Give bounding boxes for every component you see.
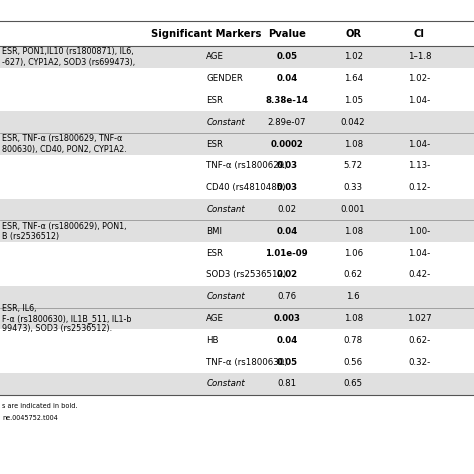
Text: 5.72: 5.72: [344, 162, 363, 170]
Text: 1.04-: 1.04-: [409, 249, 430, 257]
Text: 0.78: 0.78: [344, 336, 363, 345]
Text: ESR, IL6,
F-α (rs1800630), IL1B_511, IL1-b
99473), SOD3 (rs2536512).: ESR, IL6, F-α (rs1800630), IL1B_511, IL1…: [2, 304, 132, 333]
Text: Significant Markers: Significant Markers: [151, 28, 261, 39]
Text: BMI: BMI: [206, 227, 222, 236]
Bar: [0, 242, 474, 264]
Bar: [0, 46, 474, 68]
Text: TNF-α (rs1800630): TNF-α (rs1800630): [206, 358, 288, 366]
Text: 0.62-: 0.62-: [409, 336, 430, 345]
Text: 0.02: 0.02: [277, 205, 296, 214]
Text: 1.02: 1.02: [344, 53, 363, 61]
Text: 1.64: 1.64: [344, 74, 363, 83]
Text: 1.13-: 1.13-: [409, 162, 430, 170]
Bar: [0, 133, 474, 155]
Bar: [0, 308, 474, 329]
Text: 0.05: 0.05: [276, 358, 297, 366]
Text: HB: HB: [206, 336, 219, 345]
Bar: [0, 90, 474, 111]
Text: 1.04-: 1.04-: [409, 96, 430, 105]
Text: 0.02: 0.02: [276, 271, 297, 279]
Text: 0.65: 0.65: [344, 380, 363, 388]
Text: 0.33: 0.33: [344, 183, 363, 192]
Text: 0.81: 0.81: [277, 380, 296, 388]
Text: 0.001: 0.001: [341, 205, 365, 214]
Text: 0.03: 0.03: [276, 183, 297, 192]
Text: 1.04-: 1.04-: [409, 140, 430, 148]
Text: ESR, TNF-α (rs1800629, TNF-α
800630), CD40, PON2, CYP1A2.: ESR, TNF-α (rs1800629, TNF-α 800630), CD…: [2, 135, 127, 154]
Text: 0.42-: 0.42-: [409, 271, 430, 279]
Text: CD40 (rs4810485): CD40 (rs4810485): [206, 183, 286, 192]
Text: 8.38e-14: 8.38e-14: [265, 96, 308, 105]
Text: 0.0002: 0.0002: [270, 140, 303, 148]
Text: 0.04: 0.04: [276, 74, 297, 83]
Text: 0.32-: 0.32-: [409, 358, 430, 366]
Text: 1.05: 1.05: [344, 96, 363, 105]
Bar: [0, 111, 474, 133]
Text: TNF-α (rs1800629): TNF-α (rs1800629): [206, 162, 288, 170]
Text: 1.08: 1.08: [344, 140, 363, 148]
Text: AGE: AGE: [206, 314, 224, 323]
Text: OR: OR: [345, 28, 361, 39]
Text: ESR: ESR: [206, 96, 223, 105]
Bar: [0, 264, 474, 286]
Text: 0.042: 0.042: [341, 118, 365, 127]
Text: 1–1.8: 1–1.8: [408, 53, 431, 61]
Text: ESR: ESR: [206, 249, 223, 257]
Text: 0.05: 0.05: [276, 53, 297, 61]
Text: s are indicated in bold.: s are indicated in bold.: [2, 403, 78, 410]
Bar: [0, 329, 474, 351]
Text: ne.0045752.t004: ne.0045752.t004: [2, 415, 58, 421]
Text: 1.06: 1.06: [344, 249, 363, 257]
Bar: [0, 177, 474, 199]
Bar: [0, 199, 474, 220]
Text: Constant: Constant: [206, 292, 245, 301]
Bar: [0, 351, 474, 373]
Bar: [0, 286, 474, 308]
Text: 1.00-: 1.00-: [409, 227, 430, 236]
Text: 1.02-: 1.02-: [409, 74, 430, 83]
Text: 1.01e-09: 1.01e-09: [265, 249, 308, 257]
Text: ESR: ESR: [206, 140, 223, 148]
Text: 0.62: 0.62: [344, 271, 363, 279]
Text: 0.04: 0.04: [276, 227, 297, 236]
Text: Constant: Constant: [206, 380, 245, 388]
Bar: [0, 373, 474, 395]
Bar: [0, 155, 474, 177]
Bar: [0, 68, 474, 90]
Text: Constant: Constant: [206, 205, 245, 214]
Text: ESR, PON1,IL10 (rs1800871), IL6,
-627), CYP1A2, SOD3 (rs699473),: ESR, PON1,IL10 (rs1800871), IL6, -627), …: [2, 47, 136, 66]
Text: AGE: AGE: [206, 53, 224, 61]
Text: 1.6: 1.6: [346, 292, 360, 301]
Text: 0.76: 0.76: [277, 292, 296, 301]
Text: 0.03: 0.03: [276, 162, 297, 170]
Text: Constant: Constant: [206, 118, 245, 127]
Text: 0.003: 0.003: [273, 314, 300, 323]
Text: Pvalue: Pvalue: [268, 28, 306, 39]
Bar: [0, 21, 474, 46]
Text: SOD3 (rs2536512): SOD3 (rs2536512): [206, 271, 286, 279]
Text: ESR, TNF-α (rs1800629), PON1,
B (rs2536512): ESR, TNF-α (rs1800629), PON1, B (rs25365…: [2, 222, 127, 241]
Bar: [0, 220, 474, 242]
Text: GENDER: GENDER: [206, 74, 243, 83]
Text: 1.08: 1.08: [344, 227, 363, 236]
Text: 1.08: 1.08: [344, 314, 363, 323]
Text: 1.027: 1.027: [407, 314, 432, 323]
Text: 0.56: 0.56: [344, 358, 363, 366]
Text: CI: CI: [414, 28, 425, 39]
Text: 0.04: 0.04: [276, 336, 297, 345]
Text: 2.89e-07: 2.89e-07: [267, 118, 306, 127]
Text: 0.12-: 0.12-: [409, 183, 430, 192]
